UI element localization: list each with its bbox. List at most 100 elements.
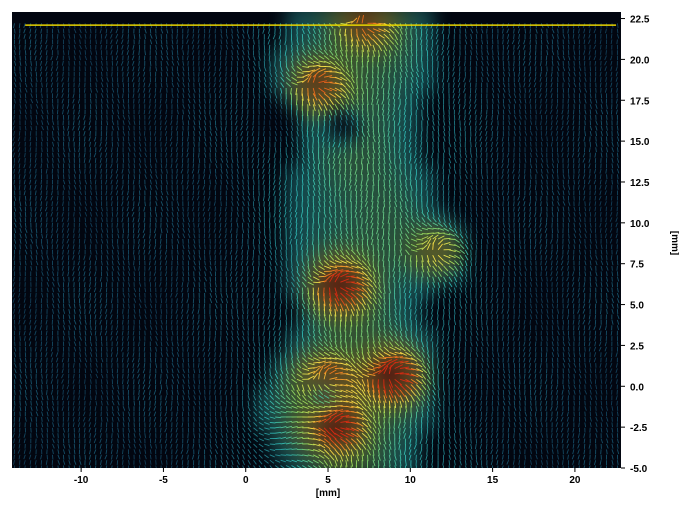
velocity-vector bbox=[280, 228, 281, 234]
glow-spot bbox=[420, 358, 434, 372]
velocity-vector bbox=[150, 417, 151, 422]
velocity-vector bbox=[42, 147, 43, 152]
velocity-vector bbox=[30, 201, 31, 206]
velocity-vector bbox=[91, 358, 92, 363]
velocity-vector bbox=[215, 460, 216, 465]
velocity-vector bbox=[172, 460, 173, 465]
velocity-vector bbox=[106, 282, 107, 287]
velocity-vector bbox=[215, 77, 216, 82]
velocity-vector bbox=[286, 239, 287, 245]
velocity-vector bbox=[199, 153, 200, 158]
velocity-vector bbox=[107, 406, 108, 411]
velocity-vector bbox=[161, 185, 162, 190]
velocity-vector bbox=[281, 277, 282, 282]
velocity-vector bbox=[57, 110, 58, 115]
velocity-vector bbox=[90, 261, 91, 266]
velocity-vector bbox=[237, 309, 238, 314]
velocity-vector bbox=[182, 460, 183, 465]
velocity-vector bbox=[91, 363, 92, 368]
glow-spot bbox=[405, 461, 419, 475]
glow-spot bbox=[390, 152, 404, 166]
glow-spot bbox=[287, 343, 301, 357]
velocity-vector bbox=[183, 401, 184, 406]
velocity-vector bbox=[264, 277, 265, 282]
velocity-vector bbox=[281, 131, 282, 136]
velocity-vector bbox=[74, 212, 75, 217]
velocity-vector bbox=[123, 379, 124, 384]
velocity-vector bbox=[41, 352, 42, 357]
velocity-vector bbox=[63, 390, 64, 395]
velocity-vector bbox=[204, 61, 205, 66]
velocity-vector bbox=[58, 174, 59, 179]
velocity-vector bbox=[128, 239, 129, 244]
velocity-vector bbox=[182, 325, 183, 330]
velocity-vector bbox=[25, 137, 26, 142]
velocity-vector bbox=[58, 126, 59, 131]
velocity-vector bbox=[96, 110, 97, 115]
velocity-vector bbox=[112, 363, 113, 368]
velocity-vector bbox=[42, 417, 43, 422]
velocity-vector bbox=[237, 66, 238, 71]
velocity-vector bbox=[280, 29, 281, 34]
velocity-vector bbox=[47, 137, 48, 142]
velocity-vector bbox=[199, 158, 200, 163]
glow-spot bbox=[390, 49, 404, 63]
velocity-vector bbox=[58, 439, 59, 444]
velocity-vector bbox=[123, 212, 124, 217]
velocity-vector bbox=[112, 212, 113, 217]
velocity-vector bbox=[161, 174, 162, 179]
velocity-vector bbox=[123, 374, 124, 379]
velocity-vector bbox=[139, 34, 140, 39]
velocity-vector bbox=[232, 40, 233, 45]
glow-spot bbox=[375, 270, 389, 284]
velocity-vector bbox=[167, 331, 168, 336]
velocity-vector bbox=[139, 50, 140, 55]
velocity-vector bbox=[281, 120, 282, 125]
velocity-vector bbox=[247, 271, 248, 276]
glow-spot bbox=[405, 123, 419, 137]
velocity-vector bbox=[19, 331, 20, 336]
glow-spot bbox=[287, 270, 301, 284]
velocity-vector bbox=[209, 342, 210, 347]
velocity-vector bbox=[145, 201, 146, 206]
velocity-vector bbox=[166, 379, 167, 384]
velocity-vector bbox=[161, 401, 162, 406]
velocity-vector bbox=[53, 466, 54, 471]
velocity-vector bbox=[58, 412, 59, 417]
velocity-vector bbox=[134, 234, 135, 239]
velocity-vector bbox=[112, 239, 113, 244]
glow-spot bbox=[390, 93, 404, 107]
velocity-vector bbox=[275, 288, 276, 293]
velocity-vector bbox=[264, 336, 265, 341]
glow-spot bbox=[331, 182, 345, 196]
velocity-vector bbox=[118, 244, 119, 249]
glow-spot bbox=[316, 5, 330, 19]
velocity-vector bbox=[188, 212, 189, 217]
velocity-vector bbox=[297, 250, 298, 256]
velocity-vector bbox=[166, 282, 167, 287]
glow-spot bbox=[331, 314, 345, 328]
velocity-vector bbox=[150, 401, 151, 406]
glow-spot bbox=[405, 152, 419, 166]
velocity-vector bbox=[144, 347, 145, 352]
velocity-vector bbox=[270, 369, 271, 374]
velocity-vector bbox=[237, 137, 238, 142]
velocity-vector bbox=[248, 29, 249, 34]
velocity-vector bbox=[275, 223, 276, 228]
velocity-vector bbox=[166, 266, 167, 271]
glow-spot bbox=[287, 79, 301, 93]
glow-spot bbox=[287, 167, 301, 181]
velocity-vector bbox=[188, 120, 189, 125]
glow-spot bbox=[301, 461, 315, 475]
glow-spot bbox=[405, 417, 419, 431]
velocity-vector bbox=[210, 439, 211, 444]
velocity-vector bbox=[237, 422, 238, 427]
velocity-vector bbox=[204, 304, 205, 309]
velocity-vector bbox=[14, 406, 15, 411]
velocity-vector bbox=[134, 304, 135, 309]
glow-spot bbox=[346, 211, 360, 225]
velocity-vector bbox=[237, 374, 238, 379]
velocity-vector bbox=[19, 131, 20, 136]
velocity-vector bbox=[95, 455, 96, 460]
velocity-vector bbox=[231, 234, 232, 239]
